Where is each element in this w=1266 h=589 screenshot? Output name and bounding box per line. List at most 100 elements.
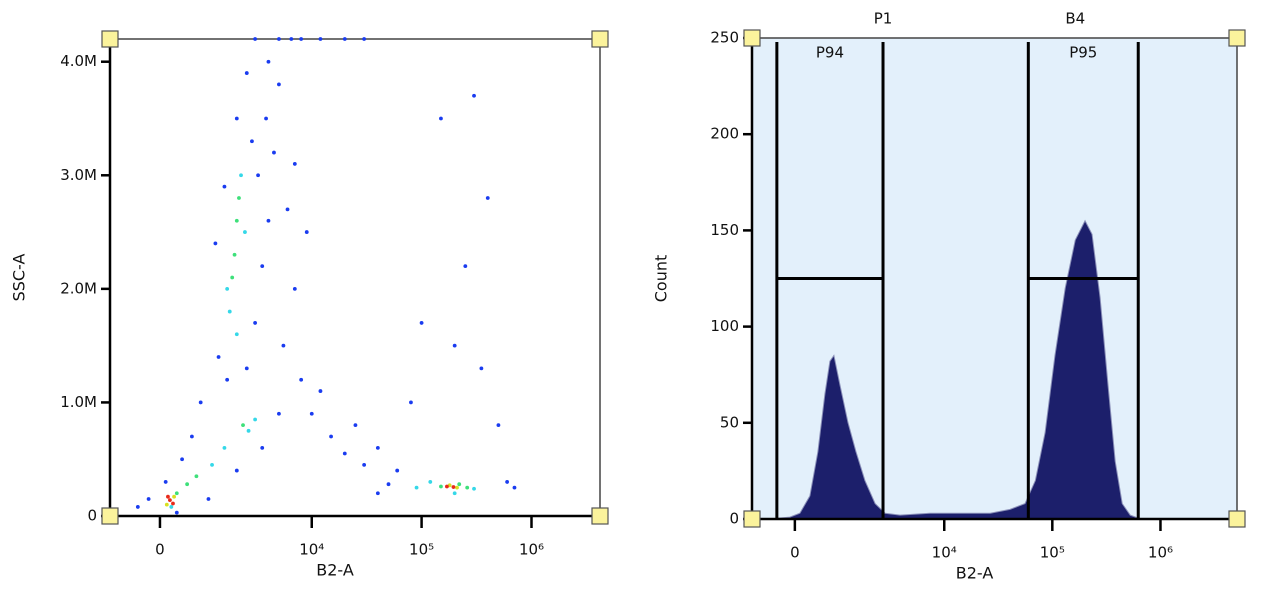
- point: [168, 498, 172, 502]
- point: [180, 457, 184, 462]
- point: [292, 286, 297, 291]
- point: [260, 445, 265, 450]
- point: [285, 207, 290, 212]
- point: [463, 264, 468, 269]
- point: [329, 434, 333, 439]
- point: [342, 37, 347, 41]
- point: [241, 423, 245, 428]
- corner-handle: [101, 30, 119, 48]
- point: [342, 451, 347, 456]
- point: [277, 37, 281, 41]
- point: [166, 494, 170, 499]
- y-tick-label: 3.0M: [60, 166, 97, 184]
- point: [318, 37, 323, 41]
- point: [299, 37, 304, 41]
- y-tick-label: 2.0M: [60, 279, 97, 297]
- x-tick-label: 10⁵: [409, 541, 434, 559]
- point: [472, 93, 476, 98]
- point: [244, 71, 249, 75]
- point: [289, 37, 294, 41]
- point: [264, 116, 268, 121]
- y-tick-label: 1.0M: [60, 393, 97, 411]
- x-tick-label: 10⁴: [932, 544, 957, 562]
- point: [445, 484, 449, 489]
- point: [172, 494, 176, 499]
- point: [266, 218, 271, 223]
- point: [395, 468, 400, 473]
- point: [198, 400, 203, 405]
- point: [419, 321, 424, 325]
- x-tick-label: 10⁴: [299, 541, 324, 559]
- point: [169, 505, 174, 509]
- point: [213, 241, 218, 246]
- point: [253, 321, 258, 325]
- point: [465, 485, 470, 490]
- point: [455, 485, 459, 490]
- point: [253, 37, 258, 41]
- point: [146, 497, 151, 501]
- corner-handle: [1228, 29, 1246, 47]
- x-tick-label: 10⁶: [1148, 544, 1173, 562]
- point: [299, 377, 304, 382]
- y-axis-title: SSC-A: [10, 254, 29, 302]
- point: [256, 173, 260, 178]
- point: [222, 184, 227, 189]
- corner-handle: [743, 29, 761, 47]
- point: [185, 482, 190, 487]
- corner-handle: [591, 30, 609, 48]
- point: [234, 218, 239, 223]
- point: [451, 485, 456, 489]
- point: [304, 230, 309, 234]
- point: [222, 445, 227, 450]
- point: [206, 497, 211, 501]
- histogram-area: [759, 219, 1170, 520]
- point: [292, 162, 297, 166]
- point: [194, 474, 199, 479]
- point: [232, 252, 237, 257]
- point: [457, 482, 462, 487]
- x-axis-title: B2-A: [956, 564, 994, 583]
- point: [472, 486, 476, 491]
- corner-handle: [101, 507, 119, 525]
- point: [439, 484, 443, 489]
- point: [225, 377, 230, 382]
- point: [277, 411, 281, 416]
- point: [386, 482, 391, 487]
- point: [512, 485, 517, 490]
- point: [479, 366, 484, 371]
- annotation: P1: [874, 10, 893, 28]
- point: [164, 502, 169, 507]
- point: [260, 264, 265, 269]
- point: [309, 411, 314, 416]
- x-tick-label: 0: [790, 544, 800, 562]
- x-tick-label: 10⁵: [1040, 544, 1065, 562]
- y-tick-label: 50: [720, 413, 739, 431]
- point: [362, 462, 367, 467]
- point: [266, 59, 271, 64]
- y-tick-label: 250: [710, 29, 739, 47]
- point: [225, 286, 230, 291]
- point: [375, 445, 380, 450]
- point: [452, 343, 457, 348]
- point: [227, 309, 232, 314]
- point: [246, 428, 251, 433]
- point: [190, 434, 194, 439]
- x-axis-title: B2-A: [316, 561, 354, 580]
- y-tick-label: 100: [710, 317, 739, 335]
- point: [135, 505, 140, 509]
- y-tick-label: 4.0M: [60, 52, 97, 70]
- gate-label: P95: [1069, 44, 1097, 62]
- x-tick-label: 0: [155, 541, 165, 559]
- point: [452, 491, 457, 496]
- point: [239, 173, 243, 178]
- y-axis-title: Count: [652, 255, 671, 303]
- point: [505, 480, 510, 484]
- point: [277, 82, 281, 87]
- point: [353, 423, 358, 428]
- point: [375, 491, 380, 496]
- point: [281, 343, 286, 348]
- point: [414, 485, 419, 490]
- point: [163, 480, 168, 484]
- point: [428, 480, 433, 484]
